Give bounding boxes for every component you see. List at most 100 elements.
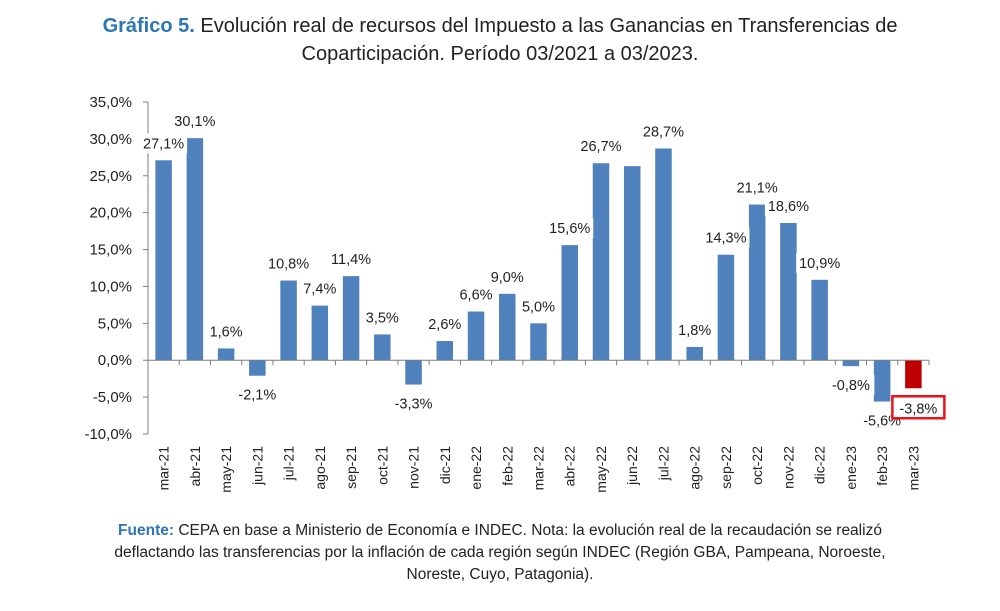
data-label-bg <box>827 375 875 396</box>
data-label: 21,1% <box>737 181 778 197</box>
data-label-bg <box>733 177 781 198</box>
data-label-bg <box>519 296 558 317</box>
data-label-bg <box>233 384 281 405</box>
bar-ago-21 <box>311 305 329 361</box>
y-tick-label: 30,0% <box>89 131 132 148</box>
data-label: 10,8% <box>268 257 309 273</box>
y-tick-label: 20,0% <box>89 205 132 222</box>
data-label-bg <box>171 111 219 132</box>
title-prefix: Gráfico 5. <box>102 15 195 37</box>
bar-mar-22 <box>530 323 547 361</box>
x-tick-label: ago-21 <box>312 446 328 490</box>
bar-nov-21 <box>405 360 422 385</box>
x-tick-label: feb-22 <box>499 446 515 486</box>
data-label: 26,7% <box>580 139 621 155</box>
bar-abr-22 <box>561 245 578 361</box>
data-label-bg <box>140 133 188 154</box>
x-tick-label: jul-21 <box>281 446 297 481</box>
data-label-bg <box>764 195 812 216</box>
y-tick-label: 10,0% <box>89 278 132 295</box>
footer-line3: Noreste, Cuyo, Patagonia). <box>406 566 594 583</box>
x-tick-label: jun-21 <box>249 446 265 486</box>
x-tick-label: nov-21 <box>406 446 422 489</box>
data-label: 3,5% <box>366 310 399 326</box>
y-tick-label: 0,0% <box>98 352 132 369</box>
bar-sep-22 <box>717 254 735 361</box>
title-line2: Coparticipación. Período 03/2021 a 03/20… <box>301 43 699 65</box>
data-label-bg <box>639 121 687 142</box>
data-label-bg <box>206 321 246 342</box>
bar-abr-21 <box>186 138 204 361</box>
x-tick-label: may-22 <box>593 446 609 493</box>
data-label: 28,7% <box>643 124 684 140</box>
footer-line1: CEPA en base a Ministerio de Economía e … <box>174 522 882 539</box>
y-tick-label: 5,0% <box>98 315 132 332</box>
data-labels: 27,1% 30,1% 1,6% -2,1% 10,8% 7,4% 11,4% 3,5% -3,… <box>140 111 946 431</box>
data-label-bg <box>488 266 527 287</box>
x-tick-label: sep-21 <box>343 446 359 489</box>
data-label: 7,4% <box>303 282 336 298</box>
title-line1: Evolución real de recursos del Impuesto … <box>194 15 898 37</box>
bar-sep-21 <box>342 276 360 361</box>
data-label: 10,9% <box>799 256 840 272</box>
bar-feb-22 <box>499 293 516 361</box>
bar-chart: 35,0% 30,0% 25,0% 20,0% 15,0% 10,0% 5,0% 0,0% -5… <box>84 94 946 493</box>
data-label: 15,6% <box>549 221 590 237</box>
x-tick-label: sep-22 <box>718 446 734 489</box>
data-label: 9,0% <box>491 270 524 286</box>
bar-oct-22 <box>748 204 766 361</box>
bar-feb-23 <box>873 360 891 402</box>
y-axis: 35,0% 30,0% 25,0% 20,0% 15,0% 10,0% 5,0% 0,0% -5… <box>84 94 149 443</box>
data-label: -3,8% <box>899 401 937 417</box>
x-tick-label: oct-22 <box>749 446 765 485</box>
bar-oct-21 <box>374 334 391 361</box>
x-tick-label: mar-23 <box>905 446 921 491</box>
bar-ene-23 <box>842 360 860 367</box>
chart-footer: Fuente: CEPA en base a Ministerio de Eco… <box>0 520 1000 586</box>
data-label: 2,6% <box>428 317 461 333</box>
data-label-bg <box>456 284 496 305</box>
footer-line2: deflactando las transferencias por la in… <box>114 544 886 561</box>
data-label-bg <box>363 307 402 328</box>
bar-jun-21 <box>249 360 266 376</box>
y-tick-label: 25,0% <box>89 168 132 185</box>
bar-dic-22 <box>811 279 828 361</box>
bar-dic-21 <box>436 341 454 361</box>
x-tick-label: mar-22 <box>531 446 547 491</box>
bar-jul-22 <box>655 148 672 361</box>
x-tick-label: feb-23 <box>874 446 890 486</box>
x-tick-label: jul-22 <box>655 446 671 481</box>
x-tick-label: ene-22 <box>468 446 484 490</box>
bar-ago-22 <box>686 346 703 361</box>
footer-prefix: Fuente: <box>118 522 175 539</box>
bars <box>155 138 922 402</box>
data-label-bg <box>390 393 438 414</box>
x-tick-label: dic-21 <box>437 446 453 484</box>
bar-ene-22 <box>467 311 485 361</box>
bar-mar-23 <box>905 360 922 389</box>
bar-may-21 <box>217 348 235 361</box>
data-label-bg <box>577 136 625 157</box>
data-label: -3,3% <box>395 397 433 413</box>
data-label-bg <box>675 319 714 340</box>
data-label: 11,4% <box>331 252 371 268</box>
x-tick-label: may-21 <box>218 446 234 493</box>
data-label-bg <box>327 249 375 270</box>
x-tick-label: nov-22 <box>780 446 796 489</box>
data-label: 1,8% <box>678 323 711 339</box>
bar-jun-22 <box>623 166 641 361</box>
data-label: -0,8% <box>832 378 870 394</box>
x-tick-label: abr-21 <box>187 446 203 487</box>
bar-may-22 <box>592 163 610 361</box>
data-label: 1,6% <box>210 324 243 340</box>
data-label: 5,0% <box>522 299 555 315</box>
data-label-bg <box>300 278 340 299</box>
data-label: -2,1% <box>238 388 276 404</box>
bar-nov-22 <box>780 222 797 361</box>
x-tick-label: mar-21 <box>156 446 172 491</box>
data-label: 27,1% <box>143 136 184 152</box>
data-label: 30,1% <box>174 114 215 130</box>
x-tick-label: abr-22 <box>562 446 578 487</box>
highlight-box <box>891 395 946 420</box>
y-tick-label: 35,0% <box>89 94 132 111</box>
